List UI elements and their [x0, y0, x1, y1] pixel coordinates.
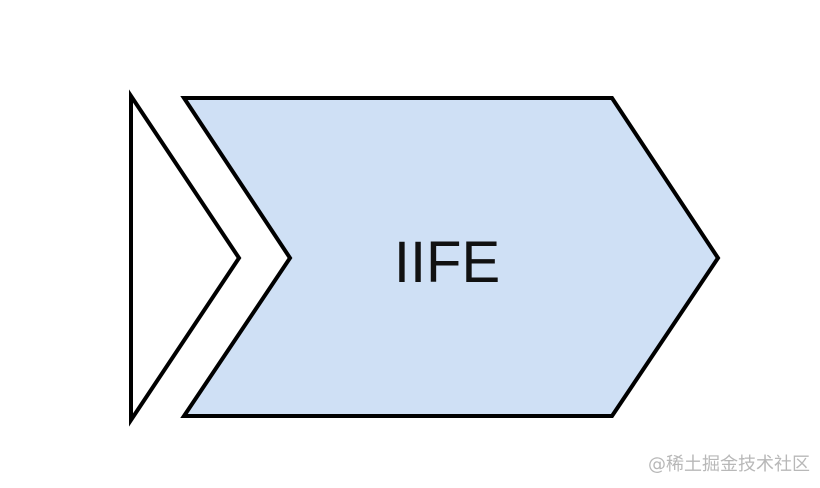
watermark: @稀土掘金技术社区 [648, 454, 810, 475]
small-triangle-shape [129, 89, 242, 427]
chevron-label: IIFE [394, 230, 500, 295]
main-chevron-shape [180, 96, 721, 418]
